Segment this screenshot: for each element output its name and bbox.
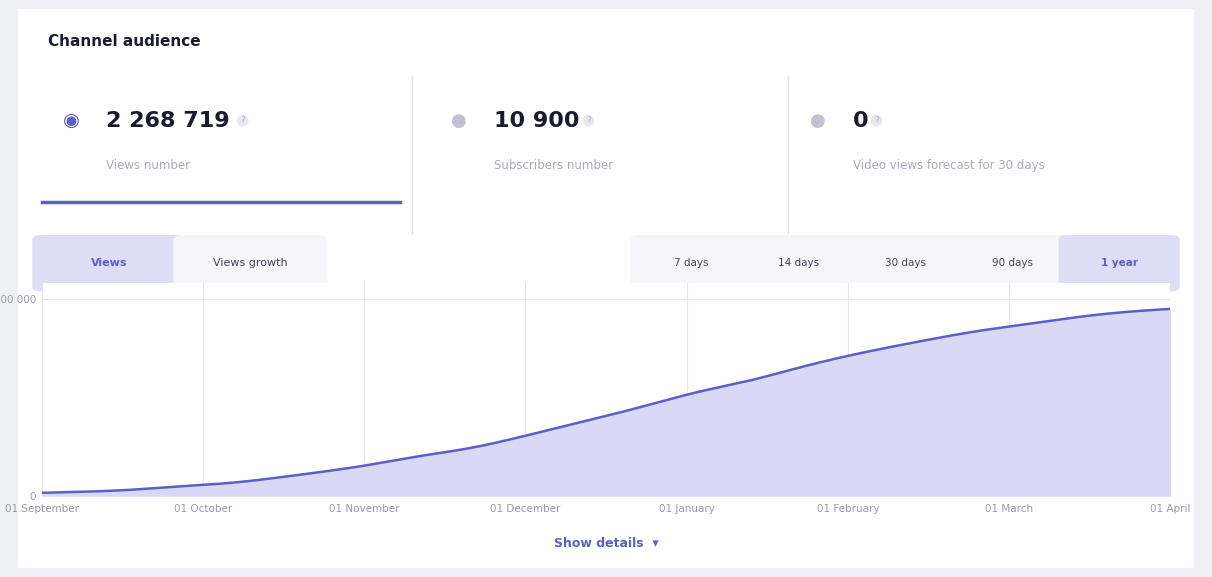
Text: Views: Views (91, 258, 127, 268)
Text: 30 days: 30 days (885, 258, 926, 268)
Text: 2 268 719: 2 268 719 (107, 111, 230, 130)
Text: Channel audience: Channel audience (47, 34, 200, 49)
Text: ?: ? (585, 116, 590, 125)
Text: Views growth: Views growth (213, 258, 287, 268)
Text: 7 days: 7 days (674, 258, 709, 268)
Text: Views number: Views number (107, 159, 190, 172)
Text: ●: ● (451, 111, 467, 130)
Text: 10 900: 10 900 (494, 111, 579, 130)
Text: ●: ● (810, 111, 825, 130)
FancyBboxPatch shape (630, 235, 751, 291)
FancyBboxPatch shape (738, 235, 859, 291)
FancyBboxPatch shape (173, 235, 327, 291)
FancyBboxPatch shape (33, 235, 187, 291)
Text: Show details  ▾: Show details ▾ (554, 537, 658, 550)
Text: ◉: ◉ (63, 111, 80, 130)
Text: 14 days: 14 days (778, 258, 819, 268)
Text: 1 year: 1 year (1100, 258, 1138, 268)
Text: 0: 0 (853, 111, 869, 130)
FancyBboxPatch shape (951, 235, 1073, 291)
Text: Subscribers number: Subscribers number (494, 159, 613, 172)
Text: ?: ? (874, 116, 879, 125)
Text: Video views forecast for 30 days: Video views forecast for 30 days (853, 159, 1045, 172)
FancyBboxPatch shape (845, 235, 966, 291)
Text: 90 days: 90 days (991, 258, 1033, 268)
Text: ?: ? (240, 116, 245, 125)
FancyBboxPatch shape (12, 6, 1200, 571)
FancyBboxPatch shape (1058, 235, 1179, 291)
